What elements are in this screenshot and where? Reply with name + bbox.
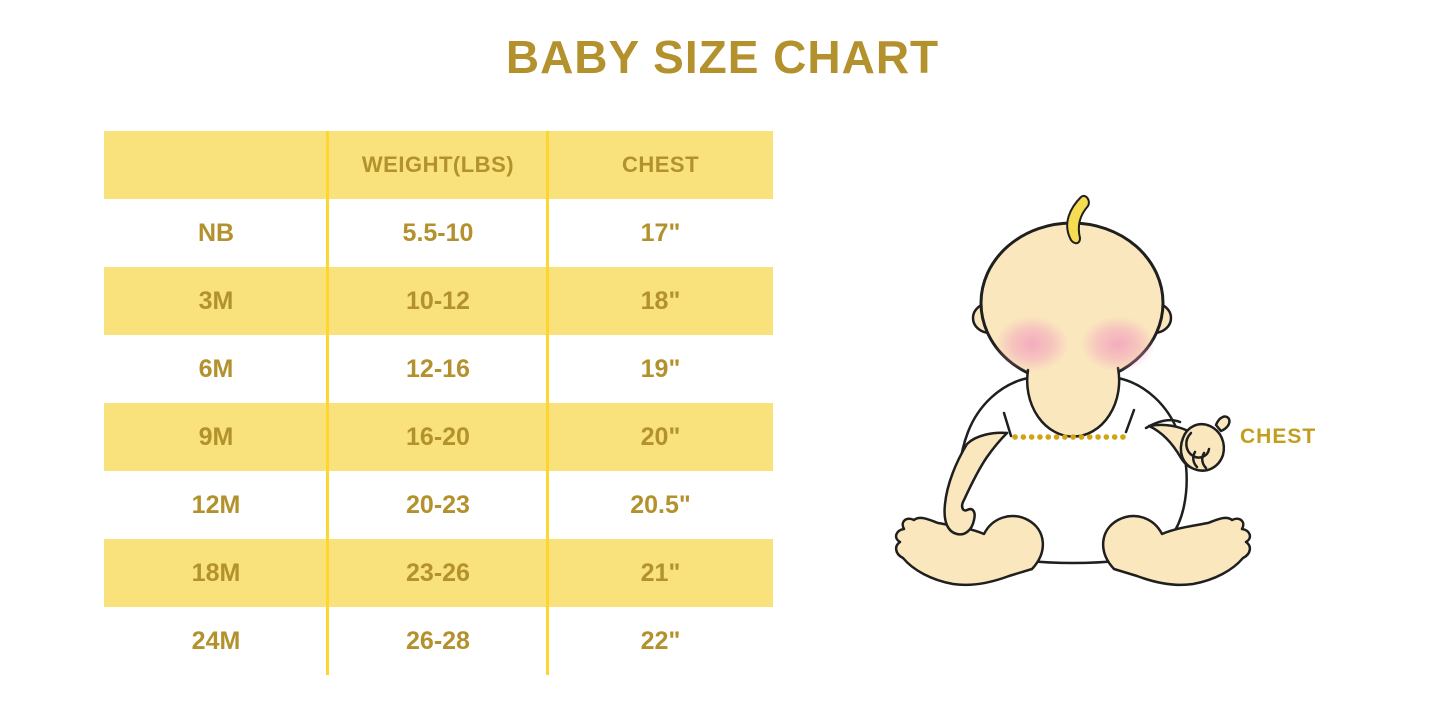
weight-cell: 12-16 [406,354,470,383]
armpit-notch-left [1002,411,1013,438]
size-cell: 24M [191,626,241,655]
fist-knuckle-line [1192,450,1199,469]
fist-knuckle-line [1201,451,1208,470]
size-cell: 6M [198,354,234,383]
chest-cell: 17" [640,218,681,247]
sitting-baby-drawing [894,195,1252,587]
size-table: WEIGHT(LBS) CHEST NB 5.5-10 17" 3M 10-12… [104,131,773,675]
weight-cell: 16-20 [406,422,470,451]
weight-cell: 26-28 [406,626,470,655]
table-row-nb: NB 5.5-10 17" [104,199,773,267]
chest-cell: 22" [640,626,681,655]
baby-right-leg [1101,514,1252,587]
table-row-24m: 24M 26-28 22" [104,607,773,675]
table-row-6m: 6M 12-16 19" [104,335,773,403]
weight-cell: 5.5-10 [402,218,474,247]
weight-cell: 23-26 [406,558,470,587]
armpit-notch-right [1124,408,1136,434]
baby-chin-fill [1027,368,1120,437]
header-cell-weight: WEIGHT(LBS) [361,152,515,177]
page-title: BABY SIZE CHART [505,31,940,83]
chest-label: CHEST [1240,425,1317,448]
column-divider [546,131,549,675]
baby-illustration [860,170,1340,610]
size-cell: 18M [191,558,241,587]
header-cell-chest: CHEST [621,152,700,177]
baby-hair-curl [1066,195,1090,245]
size-cell: 3M [198,286,234,315]
chest-cell: 20.5" [630,490,691,519]
table-row-3m: 3M 10-12 18" [104,267,773,335]
chest-cell: 21" [640,558,681,587]
size-cell: 9M [198,422,234,451]
table-row-18m: 18M 23-26 21" [104,539,773,607]
baby-right-fist [1179,422,1226,472]
column-divider [326,131,329,675]
size-cell: 12M [191,490,241,519]
table-row-12m: 12M 20-23 20.5" [104,471,773,539]
baby-left-arm [943,431,1009,536]
baby-left-leg [894,514,1045,587]
baby-blush-left [995,316,1069,372]
weight-cell: 10-12 [406,286,470,315]
table-header-row: WEIGHT(LBS) CHEST [104,131,773,199]
chest-cell: 19" [640,354,681,383]
size-cell: NB [197,218,235,247]
baby-pinky-tip [1214,415,1231,433]
baby-blush-right [1081,316,1155,372]
chest-cell: 18" [640,286,681,315]
chest-cell: 20" [640,422,681,451]
weight-cell: 20-23 [406,490,470,519]
table-row-9m: 9M 16-20 20" [104,403,773,471]
